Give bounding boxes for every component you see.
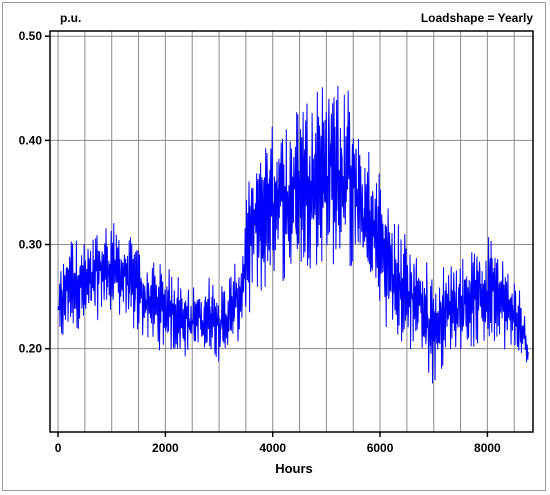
chart-title: Loadshape = Yearly	[421, 11, 533, 25]
y-tick-label: 0.20	[19, 342, 43, 356]
y-tick-label: 0.30	[19, 238, 43, 252]
x-tick-label: 2000	[152, 441, 179, 455]
grid-lines	[50, 31, 533, 432]
y-axis-label: p.u.	[60, 11, 81, 25]
loadshape-series	[57, 85, 529, 384]
y-tick-label: 0.40	[19, 133, 43, 147]
x-tick-label: 0	[55, 441, 62, 455]
x-axis-label: Hours	[275, 461, 313, 476]
axis-ticks: 0 2000 4000 6000 8000 0.20 0.30 0.40 0.50	[19, 29, 501, 455]
x-tick-label: 6000	[367, 441, 394, 455]
plot-area-border	[49, 30, 534, 433]
x-tick-label: 8000	[474, 441, 501, 455]
x-tick-label: 4000	[259, 441, 286, 455]
loadshape-line	[57, 85, 529, 384]
y-tick-label: 0.50	[19, 29, 43, 43]
